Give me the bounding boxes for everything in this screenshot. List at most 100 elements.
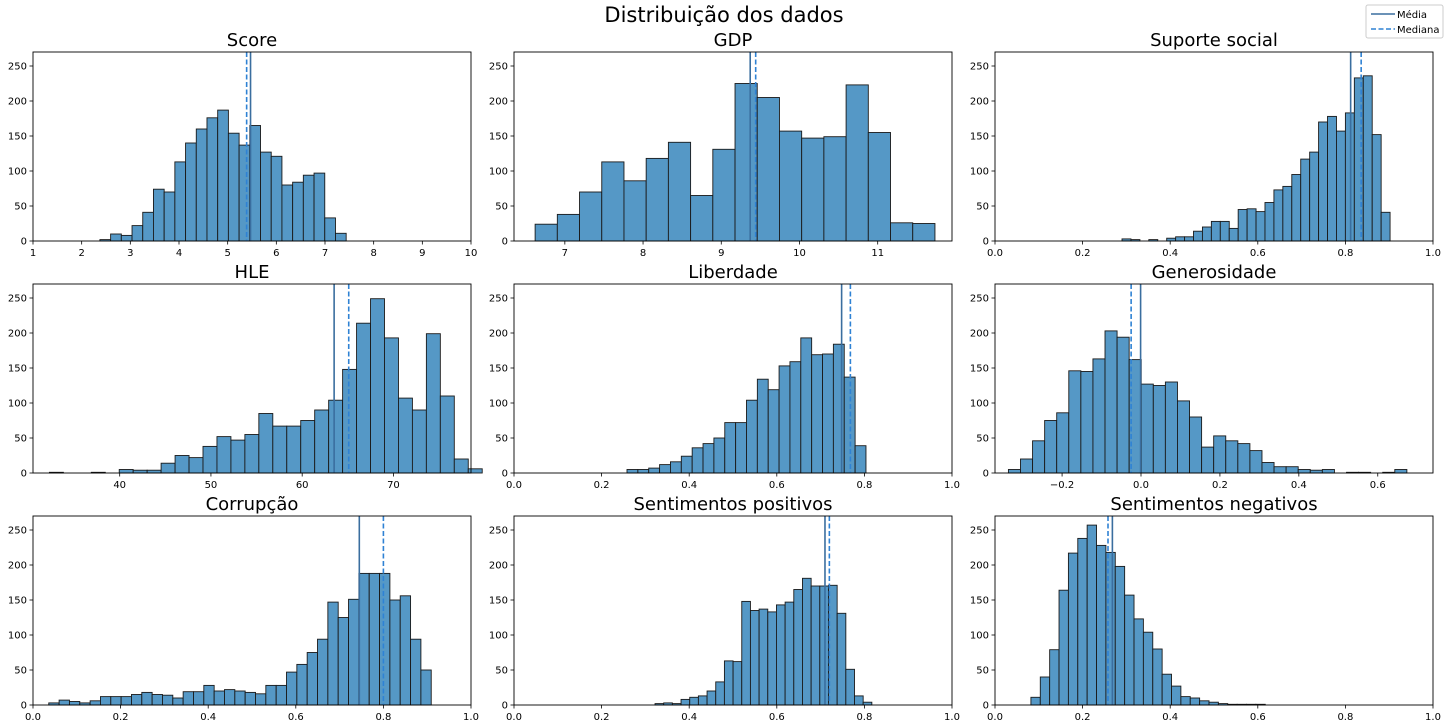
- histogram-bar: [238, 144, 251, 242]
- x-tick-label: 0.4: [1162, 248, 1178, 259]
- y-tick-label: 150: [489, 596, 508, 607]
- y-tick-label: 100: [8, 631, 27, 642]
- histogram-bar: [230, 439, 246, 474]
- histogram-bar: [793, 589, 803, 706]
- x-tick-label: 0.6: [769, 480, 785, 491]
- subplot-1: GDP 7 8 9 10 11 0 50 100 150 200 250: [489, 30, 953, 259]
- histogram-bar: [216, 436, 232, 474]
- histogram-bar: [1067, 552, 1079, 706]
- histogram-bar: [1237, 443, 1251, 474]
- histogram-bar: [1124, 594, 1135, 706]
- subplot-title: Sentimentos positivos: [633, 494, 832, 515]
- histogram-bar: [1261, 462, 1275, 474]
- histogram-bar: [162, 694, 174, 706]
- y-tick-label: 150: [970, 596, 989, 607]
- y-tick-label: 50: [976, 434, 989, 445]
- histogram-bar: [1273, 466, 1287, 474]
- histogram-bar: [715, 681, 725, 706]
- histogram-bar: [118, 469, 134, 474]
- y-tick-label: 50: [14, 434, 27, 445]
- histogram-bar: [626, 469, 639, 474]
- histogram-bar: [1210, 220, 1221, 242]
- histogram-bar: [410, 638, 422, 706]
- histogram-bar: [756, 97, 780, 242]
- histogram-bar: [1371, 134, 1382, 242]
- histogram-bar: [1285, 466, 1299, 474]
- histogram-bar: [185, 142, 197, 242]
- subplot-4: Liberdade 0.0 0.2 0.4 0.6 0.8 1.0 0 50 100 150 200 2…: [489, 262, 960, 491]
- histogram-bar: [1092, 358, 1106, 474]
- histogram-bar: [1058, 589, 1069, 706]
- y-tick-label: 200: [8, 561, 27, 572]
- y-tick-label: 100: [8, 399, 27, 410]
- axes-frame: [513, 515, 953, 706]
- histogram-bar: [1161, 673, 1172, 706]
- histogram-bar: [1264, 202, 1275, 242]
- histogram-bar: [1032, 440, 1046, 474]
- y-tick-label: 0: [983, 701, 989, 712]
- subplot-title: Generosidade: [1152, 262, 1277, 283]
- x-tick-label: 0.8: [1337, 712, 1353, 723]
- histogram-bar: [174, 161, 187, 242]
- x-tick-label: 70: [387, 480, 400, 491]
- histogram-bar: [389, 599, 401, 706]
- y-tick-label: 200: [970, 329, 989, 340]
- axes-frame: [994, 51, 1434, 242]
- histogram-bar: [1104, 330, 1118, 474]
- histogram-bar: [1246, 208, 1257, 242]
- histogram-bar: [579, 191, 603, 242]
- x-tick-label: 0.6: [1250, 712, 1266, 723]
- histogram-bar: [152, 188, 165, 242]
- y-tick-label: 100: [489, 399, 508, 410]
- x-tick-label: 3: [127, 248, 133, 259]
- histogram-bar: [702, 443, 715, 474]
- histogram-bar: [1219, 220, 1230, 242]
- subplot-2: Suporte social 0.0 0.2 0.4 0.6 0.8 1.0 0 50 100 15…: [970, 30, 1441, 259]
- histogram-bar: [810, 585, 821, 706]
- histogram-bar: [1228, 227, 1239, 242]
- histogram-bar: [286, 425, 302, 474]
- histogram-bar: [314, 409, 330, 474]
- histogram-bar: [188, 457, 204, 474]
- histogram-bar: [1394, 469, 1408, 474]
- subplot-title: HLE: [235, 262, 270, 283]
- histogram-bar: [680, 698, 691, 706]
- y-tick-label: 150: [489, 364, 508, 375]
- histogram-bar: [202, 445, 218, 474]
- x-tick-label: 1.0: [944, 712, 960, 723]
- x-tick-label: 0.0: [987, 248, 1003, 259]
- histogram-bar: [337, 617, 349, 706]
- y-tick-label: 250: [970, 294, 989, 305]
- y-tick-label: 150: [8, 132, 27, 143]
- histogram-bar: [1380, 211, 1391, 242]
- x-tick-label: 6: [273, 248, 279, 259]
- histogram-bar: [275, 684, 287, 706]
- histogram-bar: [1201, 226, 1212, 242]
- histogram-bar: [689, 696, 699, 706]
- histogram-bar: [912, 223, 936, 242]
- histogram-bar: [623, 180, 647, 242]
- histogram-bar: [1030, 696, 1041, 706]
- histogram-bar: [1318, 121, 1328, 242]
- histogram-bar: [1327, 115, 1337, 242]
- histogram-bar: [286, 671, 298, 706]
- x-tick-label: 1.0: [1425, 712, 1441, 723]
- x-tick-label: 0.2: [594, 480, 610, 491]
- x-tick-label: 0.0: [987, 712, 1003, 723]
- histogram-bar: [556, 213, 580, 242]
- x-tick-label: 7: [562, 248, 568, 259]
- x-tick-label: 1.0: [463, 712, 479, 723]
- legend-median-label: Mediana: [1397, 25, 1440, 36]
- x-tick-label: 1.0: [1425, 248, 1441, 259]
- y-tick-label: 100: [8, 167, 27, 178]
- y-tick-label: 200: [489, 97, 508, 108]
- axes-frame: [994, 283, 1434, 474]
- histogram-bar: [890, 222, 914, 242]
- x-tick-label: 0.6: [1250, 248, 1266, 259]
- histogram-bar: [832, 343, 845, 474]
- x-tick-label: 0.6: [769, 712, 785, 723]
- y-tick-label: 200: [8, 329, 27, 340]
- histogram-bar: [767, 389, 780, 474]
- histogram-bar: [741, 600, 751, 706]
